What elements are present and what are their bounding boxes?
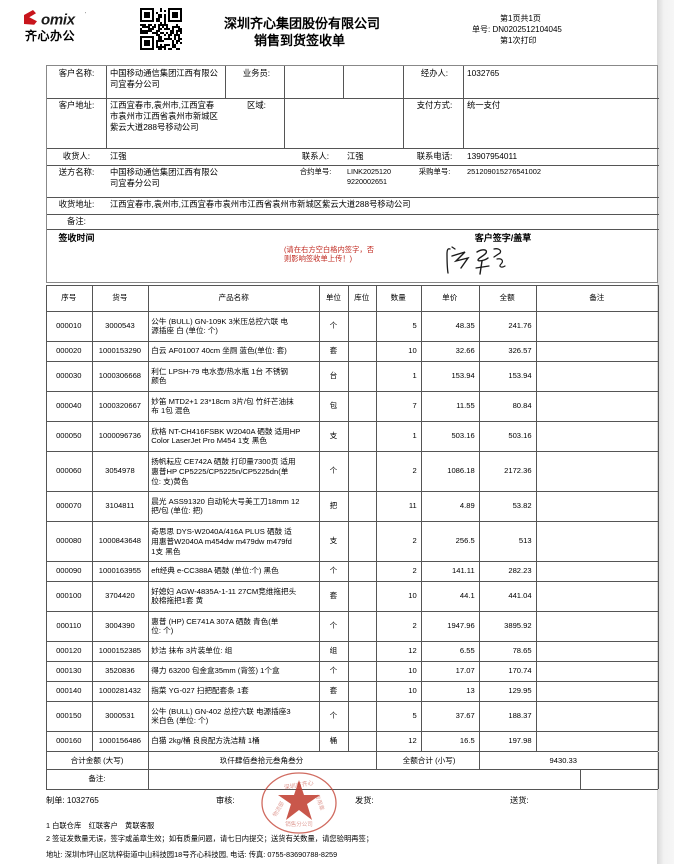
svg-text:omix: omix xyxy=(41,12,76,29)
svg-text:’: ’ xyxy=(85,12,86,18)
svg-text:销售分公司: 销售分公司 xyxy=(285,820,313,828)
svg-text:专用章: 专用章 xyxy=(313,793,326,812)
svg-text:物流部: 物流部 xyxy=(271,799,286,818)
